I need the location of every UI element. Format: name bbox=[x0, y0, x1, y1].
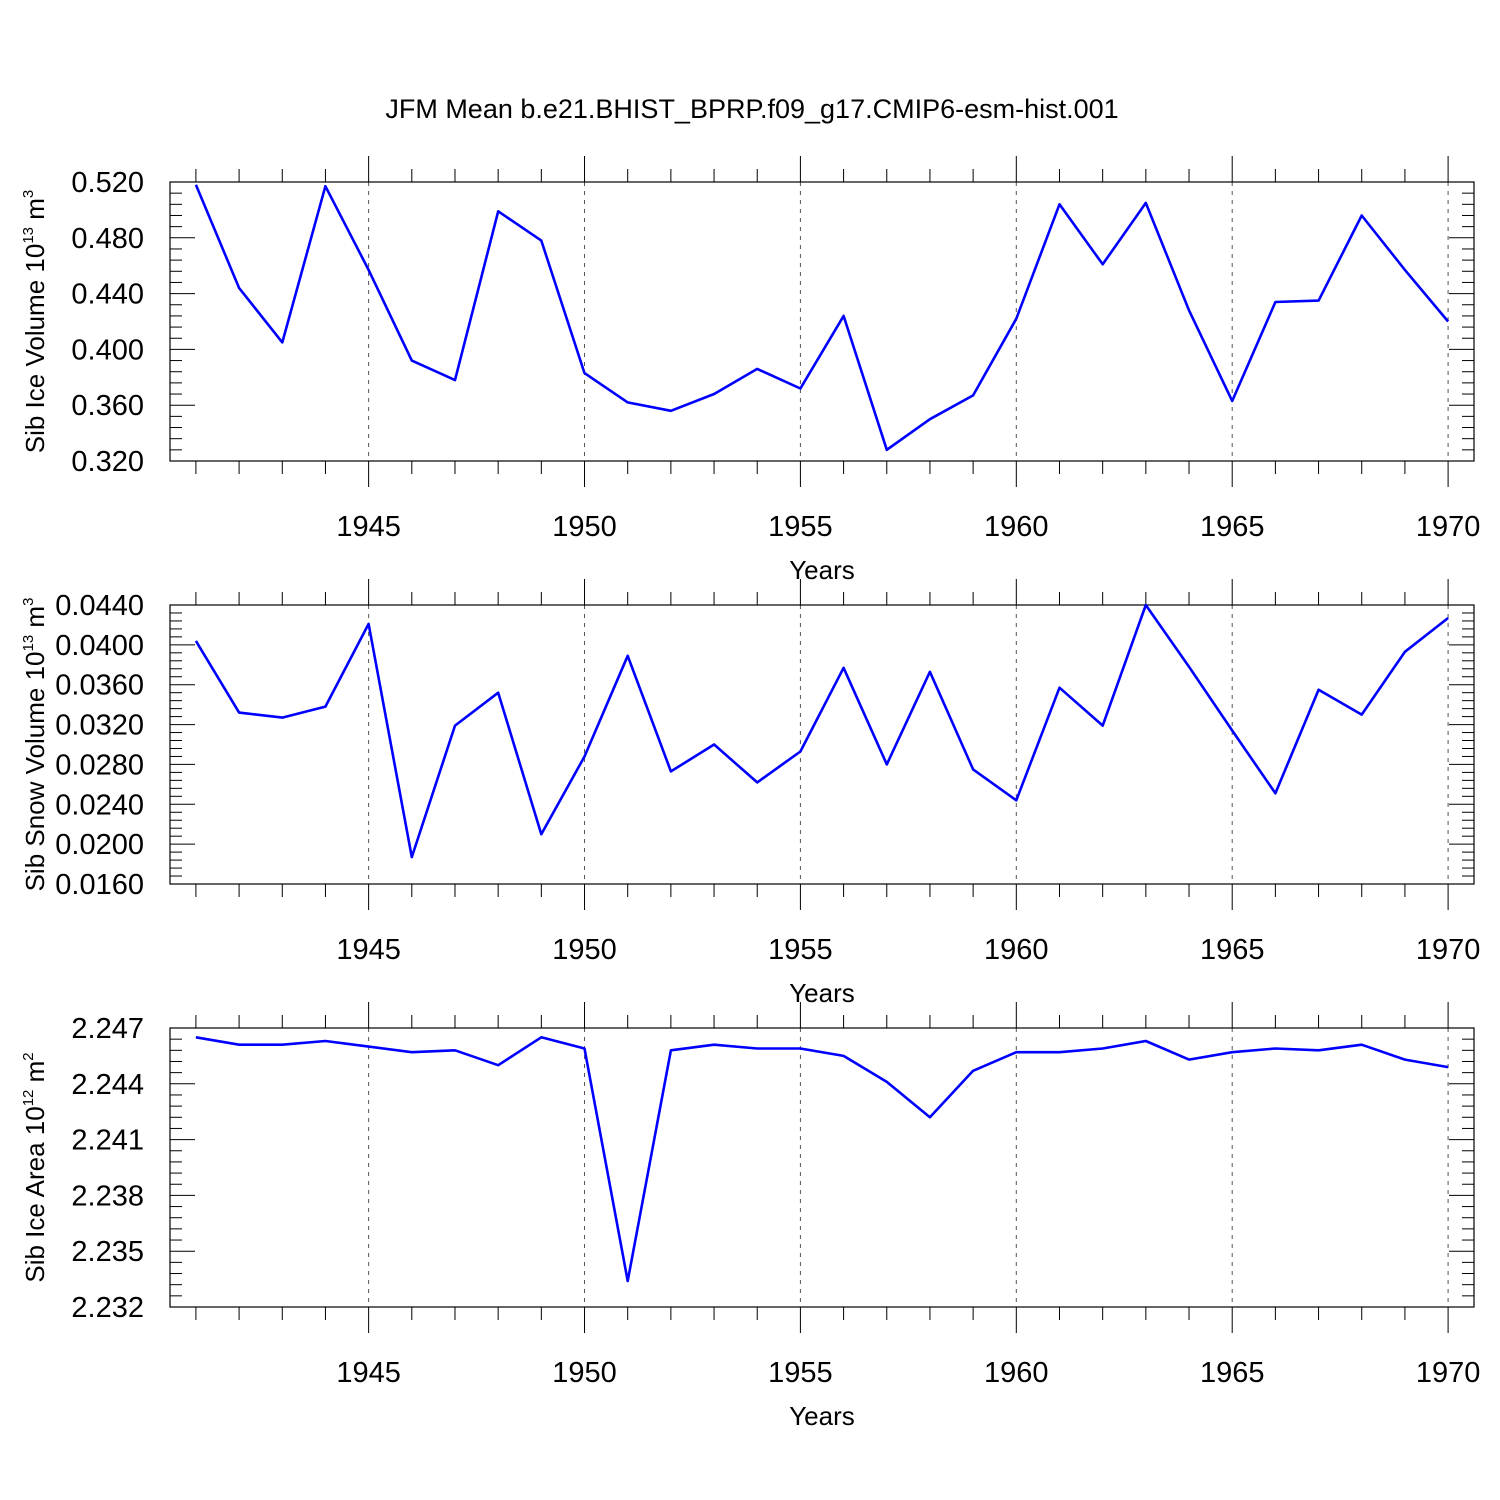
series-line bbox=[194, 603, 1449, 859]
y-tick-label: 0.320 bbox=[71, 446, 144, 478]
y-tick-label: 2.244 bbox=[71, 1069, 144, 1101]
x-tick-label: 1960 bbox=[984, 511, 1049, 543]
figure-title: JFM Mean b.e21.BHIST_BPRP.f09_g17.CMIP6-… bbox=[385, 94, 1118, 124]
x-tick-label: 1955 bbox=[768, 511, 833, 543]
panel-3: 2.232 2.235 2.238 2.241 2.244 2.247 1945 1950 19… bbox=[20, 1002, 1480, 1431]
x-axis-label: Years bbox=[789, 1401, 855, 1431]
y-tick-label: 2.235 bbox=[71, 1236, 144, 1268]
x-tick-label: 1945 bbox=[336, 511, 401, 543]
plot-frame bbox=[169, 604, 1475, 885]
x-tick-label: 1970 bbox=[1416, 934, 1481, 966]
plot-frame bbox=[169, 1027, 1475, 1308]
x-tick-label: 1965 bbox=[1200, 511, 1265, 543]
x-tick-label: 1955 bbox=[768, 934, 833, 966]
series-line bbox=[195, 1036, 1449, 1283]
y-tick-label: 0.400 bbox=[71, 334, 144, 366]
y-tick-label: 2.238 bbox=[71, 1180, 144, 1212]
x-tick-label: 1945 bbox=[336, 1357, 401, 1389]
y-tick-label: 2.247 bbox=[71, 1013, 144, 1045]
y-tick-label: 0.0240 bbox=[55, 789, 144, 821]
x-axis-label: Years bbox=[789, 555, 855, 585]
y-tick-label: 0.0440 bbox=[55, 590, 144, 622]
x-tick-label: 1950 bbox=[552, 934, 617, 966]
x-tick-label: 1970 bbox=[1416, 1357, 1481, 1389]
x-axis-label: Years bbox=[789, 978, 855, 1008]
y-tick-label: 0.0160 bbox=[55, 869, 144, 901]
x-tick-label: 1950 bbox=[552, 1357, 617, 1389]
y-tick-label: 0.0320 bbox=[55, 710, 144, 742]
y-tick-label: 0.480 bbox=[71, 223, 144, 255]
y-tick-label: 2.241 bbox=[71, 1125, 144, 1157]
x-tick-label: 1970 bbox=[1416, 511, 1481, 543]
y-axis-label: Sib Snow Volume 1013 m3 bbox=[20, 598, 50, 892]
x-tick-label: 1960 bbox=[984, 1357, 1049, 1389]
y-tick-label: 0.0400 bbox=[55, 630, 144, 662]
x-tick-label: 1965 bbox=[1200, 934, 1265, 966]
y-tick-label: 0.0200 bbox=[55, 829, 144, 861]
y-tick-label: 0.520 bbox=[71, 167, 144, 199]
y-tick-label: 0.0360 bbox=[55, 670, 144, 702]
x-tick-label: 1965 bbox=[1200, 1357, 1265, 1389]
y-tick-label: 2.232 bbox=[71, 1292, 144, 1324]
panel-2: 0.0160 0.0200 0.0240 0.0280 0.0320 0.0360 0.04… bbox=[20, 579, 1480, 1008]
y-tick-label: 0.0280 bbox=[55, 749, 144, 781]
plot-frame bbox=[169, 181, 1475, 462]
series-line bbox=[194, 184, 1450, 452]
x-tick-label: 1950 bbox=[552, 511, 617, 543]
x-tick-label: 1955 bbox=[768, 1357, 833, 1389]
y-tick-label: 0.360 bbox=[71, 390, 144, 422]
panels: 0.320 0.360 0.400 0.440 0.480 0.520 1945 1950 19… bbox=[20, 156, 1480, 1431]
panel-1: 0.320 0.360 0.400 0.440 0.480 0.520 1945 1950 19… bbox=[20, 156, 1480, 585]
y-axis-label: Sib Ice Volume 1013 m3 bbox=[20, 190, 50, 454]
x-tick-label: 1960 bbox=[984, 934, 1049, 966]
y-axis-label: Sib Ice Area 1012 m2 bbox=[20, 1052, 50, 1282]
x-tick-label: 1945 bbox=[336, 934, 401, 966]
y-tick-label: 0.440 bbox=[71, 279, 144, 311]
